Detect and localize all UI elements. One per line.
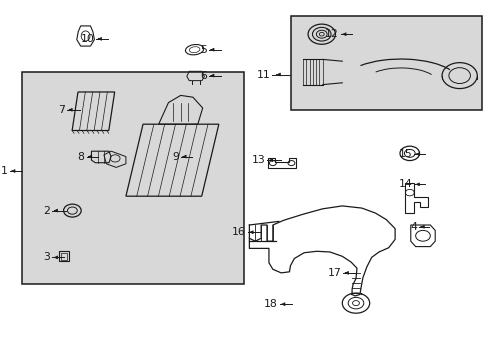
Bar (22, 72, 244, 284)
Text: 11: 11 (256, 69, 270, 80)
Text: 3: 3 (43, 252, 50, 262)
Text: 12: 12 (325, 29, 338, 39)
Text: 13: 13 (251, 155, 265, 165)
Bar (61, 253, 67, 260)
Text: 2: 2 (43, 206, 50, 216)
Text: 16: 16 (232, 227, 245, 237)
Bar (59, 251, 69, 261)
Text: 15: 15 (398, 149, 411, 159)
Text: 7: 7 (58, 105, 65, 115)
Text: 1: 1 (1, 166, 8, 176)
Text: 8: 8 (78, 152, 84, 162)
Text: 14: 14 (398, 179, 411, 189)
Text: 6: 6 (200, 71, 206, 81)
Text: 9: 9 (172, 152, 179, 162)
Text: 4: 4 (409, 222, 416, 232)
Text: 17: 17 (327, 268, 341, 278)
Text: 10: 10 (81, 34, 94, 44)
Text: 5: 5 (200, 45, 206, 55)
Text: 18: 18 (264, 299, 277, 309)
Bar (290, 16, 481, 110)
